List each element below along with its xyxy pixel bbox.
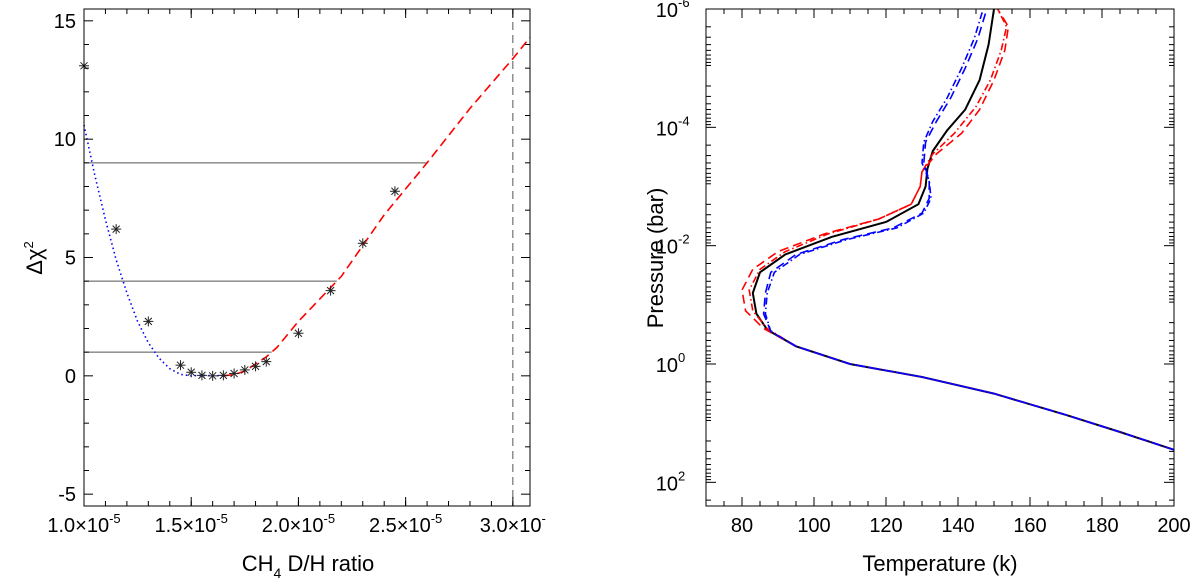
data-point-12: [293, 328, 304, 339]
right-x-tick-label-1: 100: [797, 515, 830, 537]
data-point-4-stroke-3: [187, 368, 196, 377]
left-y-axis-title-sup: 2: [21, 241, 36, 248]
left-x-axis-title-main: CH: [242, 551, 274, 576]
right-y-tick-label-4: 10-6: [656, 0, 690, 22]
right-x-tick-label-4: 160: [1013, 515, 1046, 537]
left-x-tick-label-3-exp: -5: [431, 511, 443, 526]
right-chart-data-layer: [741, 8, 1175, 451]
data-point-15-stroke-3: [391, 187, 399, 196]
right-x-axis-title: Temperature (k): [862, 551, 1017, 576]
data-point-14: [357, 238, 368, 249]
data-point-3: [175, 360, 186, 371]
data-point-11-stroke-3: [262, 357, 271, 366]
right-y-tick-label-3: 10-4: [656, 113, 690, 140]
left-x-tick-label-2: 2.0×10-5: [262, 511, 335, 537]
right-y-tick-label-0-sup: 2: [678, 468, 685, 483]
right-x-tick-label-0: 80: [731, 515, 753, 537]
temperature-profile-1: [741, 8, 1175, 451]
left-x-tick-label-4-mantissa: 3.0×10: [480, 515, 542, 537]
data-point-11: [261, 356, 272, 367]
left-x-tick-label-1-exp: -5: [216, 511, 228, 526]
left-x-tick-label-4-exp: -: [542, 511, 546, 526]
right-y-tick-label-2-base: 10: [656, 237, 678, 259]
left-x-tick-label-0-exp: -5: [109, 511, 121, 526]
data-point-5-stroke-3: [198, 371, 206, 380]
data-point-2: [143, 316, 154, 327]
right-y-tick-label-0: 102: [656, 468, 685, 495]
data-point-6-stroke-3: [208, 371, 217, 380]
data-point-9: [239, 364, 250, 375]
data-point-6: [207, 370, 218, 381]
data-point-5: [196, 370, 207, 381]
right-y-axis-title: Pressure (bar): [643, 188, 668, 329]
right-y-tick-label-4-base: 10: [656, 0, 678, 22]
right-y-tick-label-3-base: 10: [656, 118, 678, 140]
data-point-4: [186, 367, 197, 378]
left-x-tick-label-2-mantissa: 2.0×10: [262, 515, 324, 537]
left-x-tick-label-0-mantissa: 1.0×10: [47, 515, 109, 537]
data-point-7: [218, 370, 229, 381]
right-y-tick-label-4-sup: -6: [678, 0, 690, 10]
data-point-14-stroke-3: [358, 239, 367, 248]
right-x-tick-label-2: 120: [869, 515, 902, 537]
right-y-tick-label-1-sup: 0: [678, 350, 685, 365]
left-chart-frame: [83, 8, 531, 507]
data-point-2-stroke-3: [144, 317, 153, 326]
data-point-3-stroke-3: [176, 361, 185, 370]
left-x-tick-label-2-exp: -5: [324, 511, 336, 526]
left-y-axis-title-prefix: Δχ: [22, 248, 47, 275]
left-x-axis-title-sub: 4: [274, 565, 282, 581]
right-y-tick-label-1: 100: [656, 350, 685, 377]
data-point-10: [250, 361, 261, 372]
left-x-axis-title-rest: D/H ratio: [281, 551, 374, 576]
right-x-tick-label-3: 140: [941, 515, 974, 537]
data-point-9-stroke-3: [240, 366, 249, 374]
left-x-tick-label-0: 1.0×10-5: [47, 511, 120, 537]
right-y-tick-label-3-sup: -4: [678, 113, 690, 128]
left-x-tick-label-3: 2.5×10-5: [369, 511, 442, 537]
right-x-tick-label-5: 180: [1085, 515, 1118, 537]
temperature-profile-4: [764, 8, 1175, 451]
left-y-tick-label-2: 5: [65, 248, 76, 270]
left-y-tick-label-1: 0: [65, 366, 76, 388]
left-y-tick-label-0: -5: [58, 484, 76, 506]
left-x-tick-label-4: 3.0×10-: [480, 511, 546, 537]
fit-high-curve: [223, 36, 531, 377]
data-point-7-stroke-3: [219, 371, 228, 380]
data-point-10-stroke-3: [251, 362, 260, 371]
left-x-tick-label-3-mantissa: 2.5×10: [369, 515, 431, 537]
right-y-tick-label-2-sup: -2: [678, 232, 690, 247]
data-point-12-stroke-3: [294, 329, 303, 338]
left-y-tick-label-3: 10: [54, 129, 76, 151]
temperature-profile-0: [751, 8, 1175, 451]
temperature-profile-2: [748, 8, 1175, 451]
right-y-tick-label-2: 10-2: [656, 232, 690, 259]
data-point-8-stroke-3: [230, 369, 238, 378]
temperature-profile-3: [762, 8, 1175, 451]
left-chart-data-layer: [79, 9, 531, 506]
data-point-8: [229, 368, 240, 379]
right-y-tick-label-0-base: 10: [656, 473, 678, 495]
data-point-1: [111, 224, 122, 235]
data-point-13-stroke-3: [326, 286, 335, 295]
left-x-axis-title: CH4 D/H ratio: [242, 551, 375, 581]
left-x-tick-label-1-mantissa: 1.5×10: [155, 515, 217, 537]
left-y-tick-label-4: 15: [54, 11, 76, 33]
right-x-tick-label-6: 200: [1157, 515, 1190, 537]
data-point-1-stroke-3: [112, 225, 121, 233]
data-point-15: [389, 186, 400, 197]
left-x-tick-label-1: 1.5×10-5: [155, 511, 228, 537]
left-y-axis-title: Δχ2: [21, 241, 47, 274]
right-y-tick-label-1-base: 10: [656, 355, 678, 377]
data-point-13: [325, 285, 336, 296]
